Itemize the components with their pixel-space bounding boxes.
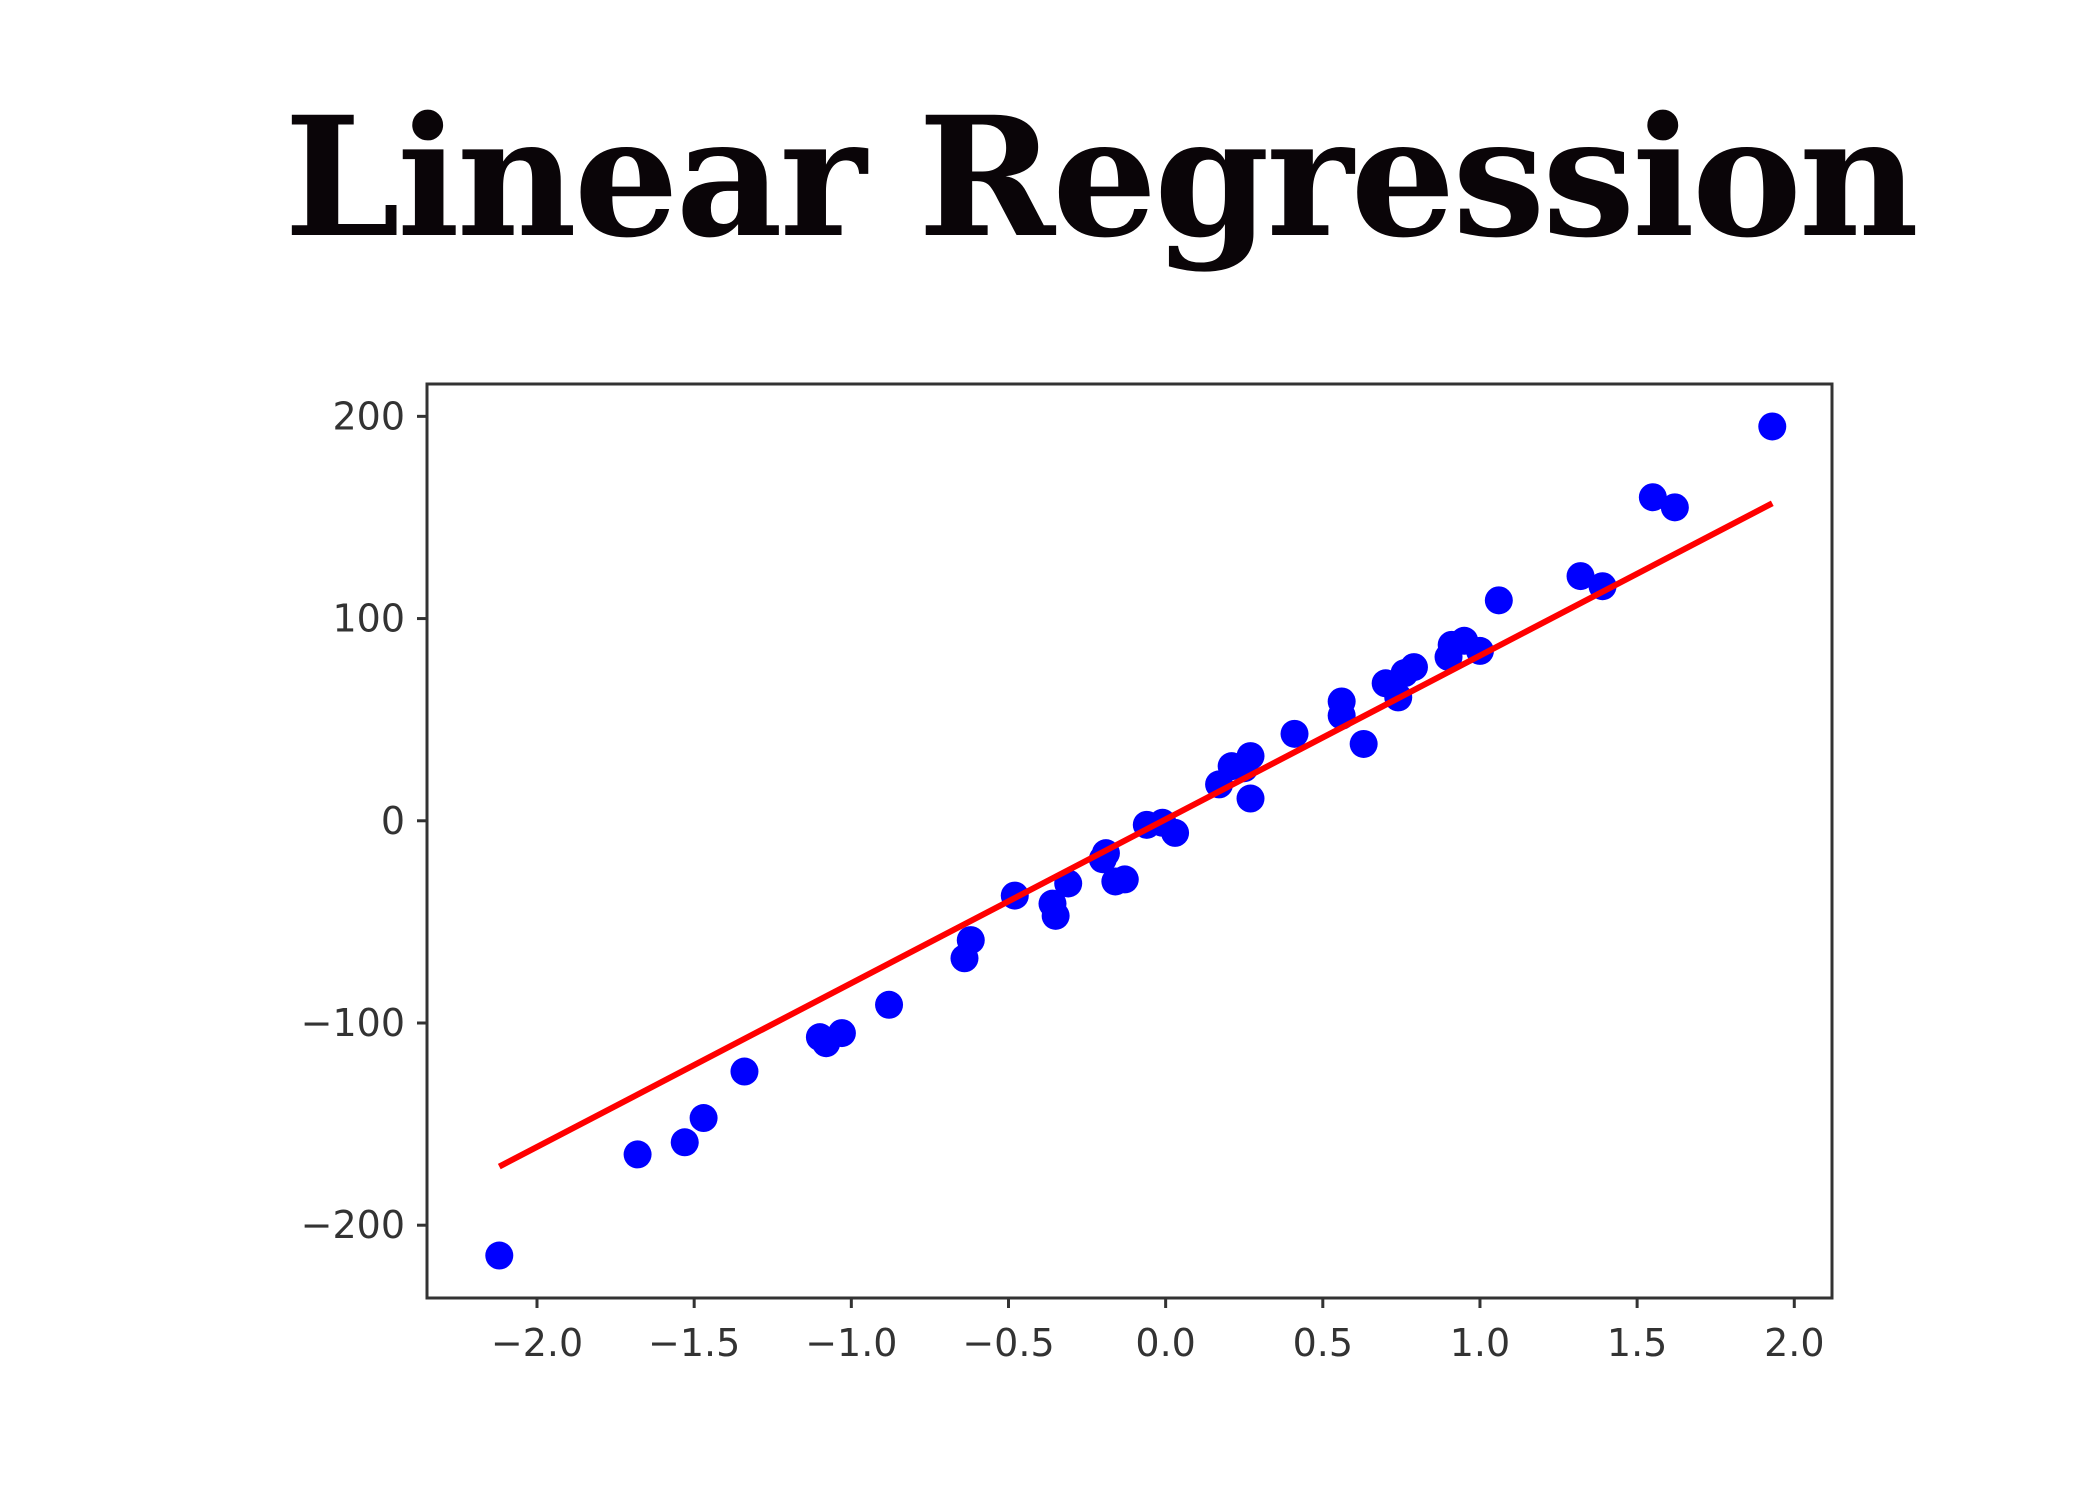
plot-frame: [425, 382, 1834, 1300]
data-point: [827, 1019, 856, 1048]
x-tick-label: 1.0: [1450, 1321, 1510, 1365]
x-tick-label: 0.0: [1135, 1321, 1195, 1365]
data-point: [1758, 412, 1787, 441]
data-point: [1638, 483, 1667, 512]
data-point: [1484, 586, 1513, 615]
x-tick-label: 0.5: [1293, 1321, 1353, 1365]
regression-line: [497, 500, 1774, 1170]
data-point: [1236, 784, 1265, 813]
y-tick-label: 100: [332, 597, 405, 641]
data-point: [1660, 493, 1689, 522]
x-tick-label: −2.0: [491, 1321, 583, 1365]
y-tick-label: −200: [301, 1203, 405, 1247]
data-point: [1280, 719, 1309, 748]
y-tick-label: −100: [301, 1001, 405, 1045]
data-point: [1399, 653, 1428, 682]
y-tick-label: 200: [332, 394, 405, 438]
x-tick-label: −1.5: [648, 1321, 740, 1365]
data-point: [730, 1057, 759, 1086]
data-point: [1566, 562, 1595, 591]
x-tick-label: −1.0: [805, 1321, 897, 1365]
data-point: [689, 1104, 718, 1133]
data-point: [1161, 818, 1190, 847]
axis-ticks: −2.0 −1.5 −1.0 −0.5 0.0 0.5 1.0 1.5 2.0 200 100 0 −1…: [301, 394, 1825, 1365]
data-point: [956, 926, 985, 955]
data-point: [875, 990, 904, 1019]
data-point: [670, 1128, 699, 1157]
data-point: [1110, 865, 1139, 894]
x-tick-label: 2.0: [1764, 1321, 1824, 1365]
data-point: [1349, 729, 1378, 758]
data-point: [1327, 687, 1356, 716]
data-point: [623, 1140, 652, 1169]
page-title: Linear Regression: [284, 80, 1919, 274]
y-tick-label: 0: [381, 799, 405, 843]
data-point: [1041, 901, 1070, 930]
regression-line-layer: [497, 500, 1774, 1170]
x-tick-label: 1.5: [1607, 1321, 1667, 1365]
data-point: [1236, 742, 1265, 771]
x-tick-label: −0.5: [962, 1321, 1054, 1365]
data-point: [485, 1241, 514, 1270]
